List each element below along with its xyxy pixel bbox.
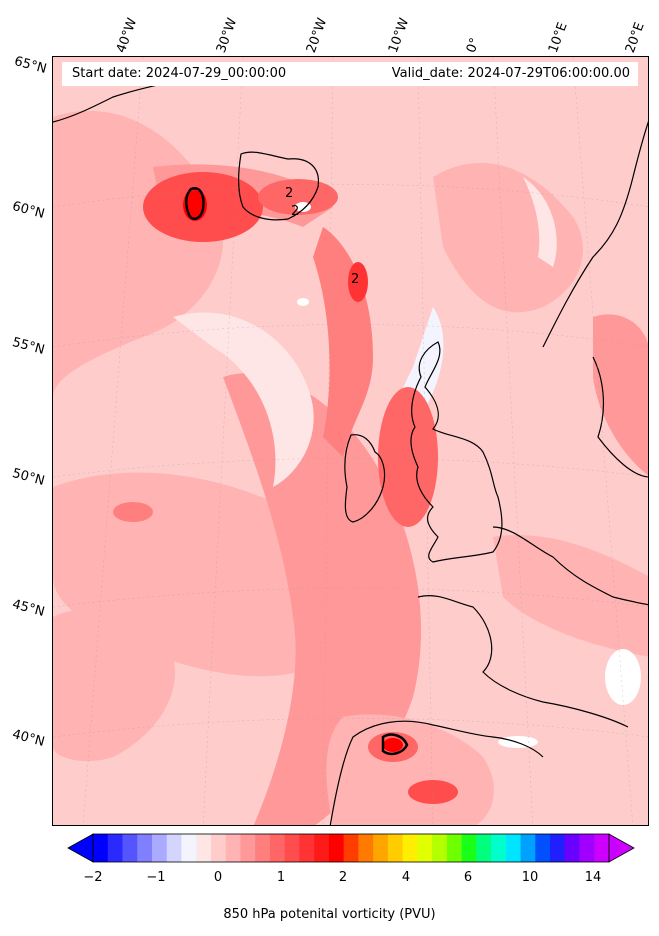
colorbar-cell [107, 834, 123, 862]
lat-label-65n: 65°N [12, 54, 49, 77]
pv-near-zero-patch [605, 649, 641, 705]
pv-band [493, 535, 648, 657]
colorbar-cell [269, 834, 286, 862]
colorbar-cell [93, 834, 109, 862]
lon-label-20e: 20°E [622, 20, 648, 55]
colorbar-tick: −2 [83, 870, 103, 885]
colorbar [67, 833, 635, 863]
colorbar-cell [137, 834, 153, 862]
colorbar-tick: 6 [463, 870, 473, 885]
lon-label-20w: 20°W [303, 16, 331, 55]
colorbar-tick: 1 [276, 870, 286, 885]
lon-label-30w: 30°W [213, 16, 241, 55]
colorbar-cell [564, 834, 581, 862]
colorbar-cell [579, 834, 595, 862]
colorbar-cell [166, 834, 182, 862]
colorbar-cell [240, 834, 256, 862]
denmark-sweden-coast [592, 356, 648, 478]
lon-label-0: 0° [463, 35, 484, 55]
lon-label-10e: 10°E [545, 20, 571, 55]
pv-high-patch [348, 262, 368, 302]
colorbar-cell [284, 834, 300, 862]
lat-label-45n: 45°N [10, 597, 47, 620]
norway-coast [542, 121, 648, 348]
france-coast [417, 595, 629, 728]
colorbar-cell [594, 834, 610, 862]
pv-low-streak [523, 177, 557, 267]
start-date-text: Start date: 2024-07-29_00:00:00 [72, 66, 287, 81]
colorbar-cell [181, 834, 197, 862]
colorbar-cell [255, 834, 271, 862]
pv-band [593, 314, 648, 476]
colorbar-cell [550, 834, 566, 862]
colorbar-tick: −1 [146, 870, 166, 885]
pv-near-zero-patch [297, 298, 309, 306]
colorbar-cell [225, 834, 241, 862]
colorbar-cell [343, 834, 359, 862]
contour-label: 2 [291, 204, 299, 219]
iceland-coast [238, 151, 319, 221]
colorbar-cell [328, 834, 345, 862]
pv-contour [185, 186, 205, 221]
pv-contours [185, 186, 409, 756]
colorbar-cell [373, 834, 389, 862]
pv-near-zero-patch [295, 202, 311, 212]
colorbar-tick: 4 [401, 870, 411, 885]
colorbar-cell [387, 834, 404, 862]
colorbar-cell [491, 834, 507, 862]
colorbar-max-arrow [608, 833, 635, 863]
lon-label-40w: 40°W [113, 16, 141, 55]
pv-band [433, 162, 583, 313]
colorbar-cell [505, 834, 522, 862]
colorbar-cell [210, 834, 227, 862]
pv-band [223, 373, 421, 825]
lat-label-55n: 55°N [10, 335, 47, 358]
contour-label: 2 [285, 186, 293, 201]
pv-contour [381, 733, 409, 756]
colorbar-cell [446, 834, 463, 862]
colorbar-cell [432, 834, 448, 862]
colorbar-label: 850 hPa potenital vorticity (PVU) [223, 907, 436, 922]
date-info-box: Start date: 2024-07-29_00:00:00 Valid_da… [62, 62, 638, 86]
pv-high-patch [408, 780, 458, 804]
colorbar-cell [122, 834, 138, 862]
lat-label-60n: 60°N [10, 199, 47, 222]
colorbar-tick: 0 [213, 870, 223, 885]
graticule [53, 57, 648, 825]
pv-low-streak [173, 312, 314, 487]
map-panel: 2 2 2 [52, 56, 649, 826]
colorbar-cell [358, 834, 374, 862]
coastlines [53, 76, 648, 825]
pv-high-patch [378, 387, 438, 527]
colorbar-frame [92, 833, 610, 863]
iberia-coast [329, 720, 544, 825]
valid-date-text: Valid_date: 2024-07-29T06:00:00.00 [391, 66, 630, 81]
pv-field-map: 2 2 2 [53, 57, 648, 825]
colorbar-cell [299, 834, 315, 862]
colorbar-cell [402, 834, 418, 862]
continental-coast [492, 526, 648, 606]
lon-label-10w: 10°W [385, 16, 413, 55]
colorbar-cell [151, 834, 168, 862]
pv-high-patch [113, 502, 153, 522]
colorbar-cell [461, 834, 477, 862]
colorbar-cell [314, 834, 330, 862]
colorbar-cell [417, 834, 433, 862]
ireland-coast [344, 434, 386, 523]
colorbar-tick: 14 [584, 870, 602, 885]
pv-band [53, 609, 175, 762]
colorbar-cell [476, 834, 492, 862]
colorbar-min-arrow [67, 833, 94, 863]
contour-label: 2 [351, 272, 359, 287]
colorbar-cell [520, 834, 536, 862]
colorbar-tick: 2 [338, 870, 348, 885]
colorbar-tick: 10 [521, 870, 539, 885]
lat-label-50n: 50°N [10, 466, 47, 489]
colorbar-cell [535, 834, 551, 862]
great-britain-coast [410, 341, 503, 563]
colorbar-cell [196, 834, 212, 862]
pv-high-patch [383, 738, 403, 752]
lat-label-40n: 40°N [10, 727, 47, 750]
